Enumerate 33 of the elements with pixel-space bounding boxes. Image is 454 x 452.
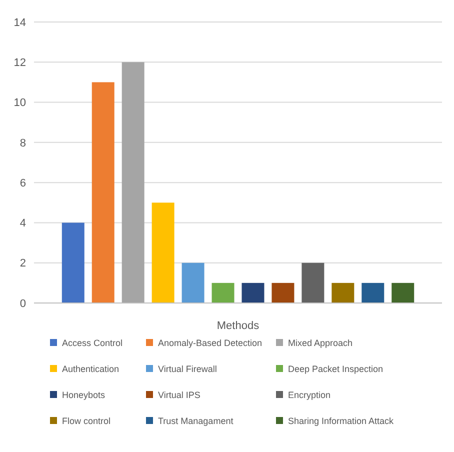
bar xyxy=(242,282,264,303)
legend-label: Encryption xyxy=(288,390,331,400)
y-tick-label: 8 xyxy=(20,137,26,150)
bar xyxy=(362,282,384,303)
legend-label: Deep Packet Inspection xyxy=(288,364,384,374)
y-tick-label: 0 xyxy=(20,298,26,310)
bar xyxy=(182,262,204,303)
bar xyxy=(272,282,294,303)
bar xyxy=(392,282,414,303)
legend-label: Virtual IPS xyxy=(158,390,200,400)
y-tick-label: 4 xyxy=(20,218,26,230)
legend-label: Mixed Approach xyxy=(288,338,353,348)
bar xyxy=(152,202,174,303)
legend-label: Authentication xyxy=(62,364,120,374)
legend-label: Trust Managament xyxy=(158,416,234,426)
legend-label: Anomaly-Based Detection xyxy=(158,338,262,348)
y-tick-label: 10 xyxy=(14,97,26,110)
bar xyxy=(302,262,324,303)
bar xyxy=(212,282,234,303)
legend-label: Flow control xyxy=(62,416,111,426)
y-tick-label: 2 xyxy=(20,258,26,270)
bar xyxy=(92,82,114,303)
legend-label: Sharing Information Attack xyxy=(288,416,394,426)
x-axis-title: Methods xyxy=(216,320,260,332)
bar xyxy=(62,222,84,303)
y-tick-label: 12 xyxy=(14,56,26,69)
y-tick-label: 6 xyxy=(20,177,26,190)
y-tick-label: 14 xyxy=(14,16,26,29)
legend-label: Access Control xyxy=(62,338,123,348)
bar xyxy=(122,62,144,303)
legend-label: Virtual Firewall xyxy=(158,364,217,374)
bar xyxy=(332,282,354,303)
legend-label: Honeybots xyxy=(62,390,106,400)
